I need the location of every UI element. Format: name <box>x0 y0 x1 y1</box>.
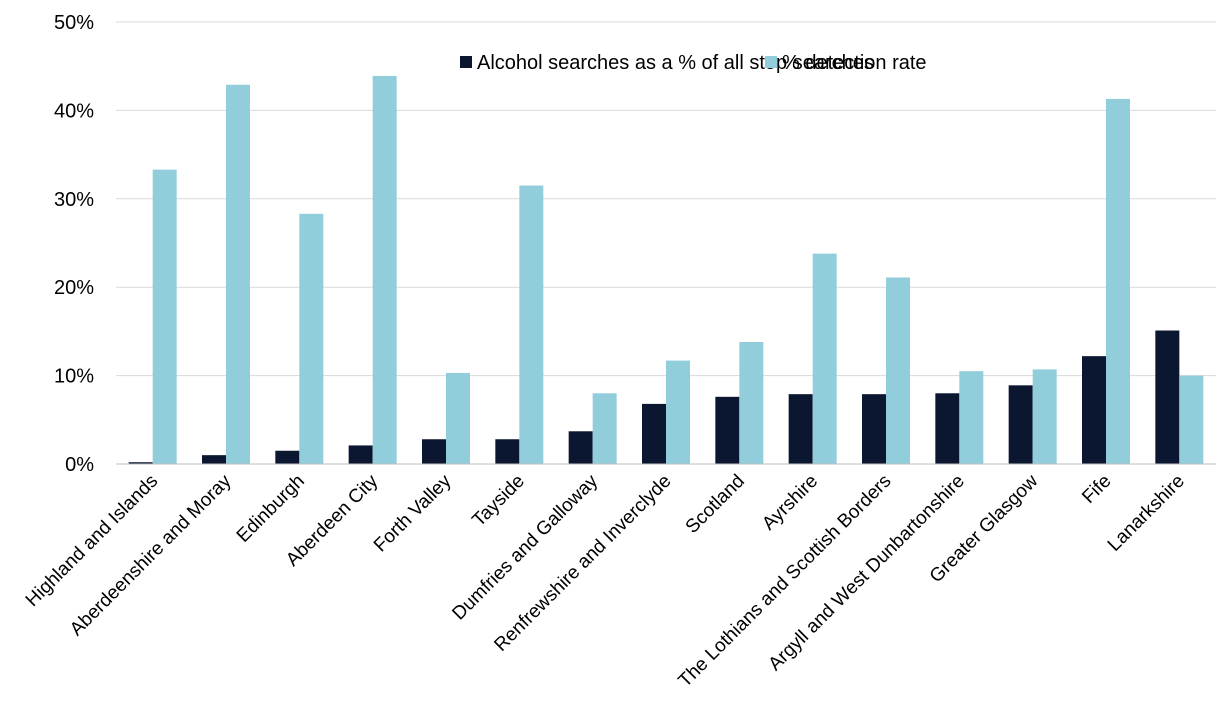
bar-detection-rate <box>299 213 324 464</box>
bar-detection-rate <box>1106 98 1130 465</box>
bar-detection-rate <box>1179 375 1204 464</box>
bar-alcohol-searches <box>862 394 886 464</box>
gridlines <box>116 21 1216 377</box>
bar-detection-rate <box>519 185 544 465</box>
bar-alcohol-searches <box>1008 385 1033 464</box>
legend-swatch <box>460 56 472 68</box>
bar-detection-rate <box>812 253 837 464</box>
bar-detection-rate <box>959 371 984 464</box>
legend-label: % detection rate <box>782 52 927 74</box>
bar-detection-rate <box>152 169 177 465</box>
x-category-label: Forth Valley <box>370 470 456 556</box>
bar-alcohol-searches <box>275 450 300 464</box>
bar-alcohol-searches <box>568 431 593 464</box>
y-tick-label: 50% <box>54 12 94 34</box>
legend-swatch <box>765 56 777 68</box>
x-category-label: Ayrshire <box>758 471 822 535</box>
bar-alcohol-searches <box>1082 356 1106 464</box>
bar-detection-rate <box>446 372 470 464</box>
x-category-label: Fife <box>1078 471 1115 508</box>
bar-alcohol-searches <box>642 403 666 464</box>
x-category-label: Lanarkshire <box>1104 471 1189 556</box>
bar-detection-rate <box>592 393 617 464</box>
bar-detection-rate <box>666 360 690 464</box>
y-tick-label: 0% <box>65 454 94 476</box>
y-tick-label: 30% <box>54 189 94 211</box>
bar-alcohol-searches <box>1155 330 1180 464</box>
bars <box>128 75 1204 465</box>
bar-alcohol-searches <box>422 439 446 464</box>
x-category-label: Scotland <box>682 471 749 538</box>
bar-detection-rate <box>226 84 250 464</box>
bar-alcohol-searches <box>788 394 813 464</box>
bar-alcohol-searches <box>348 445 373 464</box>
y-axis-tick-labels: 0% 10% 20% 30% 40% 50% <box>54 12 94 476</box>
bar-detection-rate <box>1032 369 1057 464</box>
legend: Alcohol searches as a % of all stop sear… <box>460 52 927 74</box>
y-tick-label: 40% <box>54 100 94 122</box>
bar-detection-rate <box>372 75 397 464</box>
x-category-label: Dumfries and Galloway <box>448 470 602 624</box>
bar-alcohol-searches <box>715 396 740 464</box>
x-category-label: Tayside <box>468 471 528 531</box>
bar-alcohol-searches <box>128 462 153 464</box>
bar-detection-rate <box>886 277 910 464</box>
x-category-label: Highland and Islands <box>22 471 162 611</box>
bar-detection-rate <box>739 342 764 464</box>
y-tick-label: 10% <box>54 366 94 388</box>
x-category-label: Edinburgh <box>233 471 309 547</box>
y-tick-label: 20% <box>54 277 94 299</box>
bar-alcohol-searches <box>495 439 520 464</box>
bar-alcohol-searches <box>202 455 226 464</box>
bar-alcohol-searches <box>935 393 960 464</box>
